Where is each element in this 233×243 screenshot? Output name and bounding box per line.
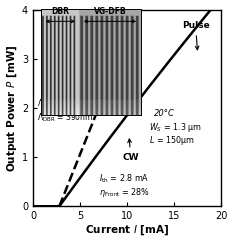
Y-axis label: Output Power $P$ [mW]: Output Power $P$ [mW] bbox=[6, 44, 19, 172]
Text: $\Lambda_{\rm DBR}$ = 390nm: $\Lambda_{\rm DBR}$ = 390nm bbox=[37, 112, 93, 124]
Text: DBR: DBR bbox=[51, 7, 69, 16]
Text: $I_{\rm th}$ = 2.8 mA: $I_{\rm th}$ = 2.8 mA bbox=[99, 173, 149, 185]
Text: $\Lambda_{\rm VG}$=245nm: $\Lambda_{\rm VG}$=245nm bbox=[37, 98, 85, 110]
Text: $W_S$ = 1.3 μm: $W_S$ = 1.3 μm bbox=[149, 121, 202, 134]
X-axis label: Current $I$ [mA]: Current $I$ [mA] bbox=[85, 224, 169, 237]
Text: VG-DFB: VG-DFB bbox=[94, 7, 126, 16]
Text: CW: CW bbox=[122, 139, 139, 162]
Text: 20°C: 20°C bbox=[154, 109, 174, 118]
Text: $L$ = 150μm: $L$ = 150μm bbox=[149, 134, 195, 147]
Text: $\eta_{\rm Front}$ = 28%: $\eta_{\rm Front}$ = 28% bbox=[99, 186, 150, 199]
Text: Pulse: Pulse bbox=[182, 21, 209, 50]
